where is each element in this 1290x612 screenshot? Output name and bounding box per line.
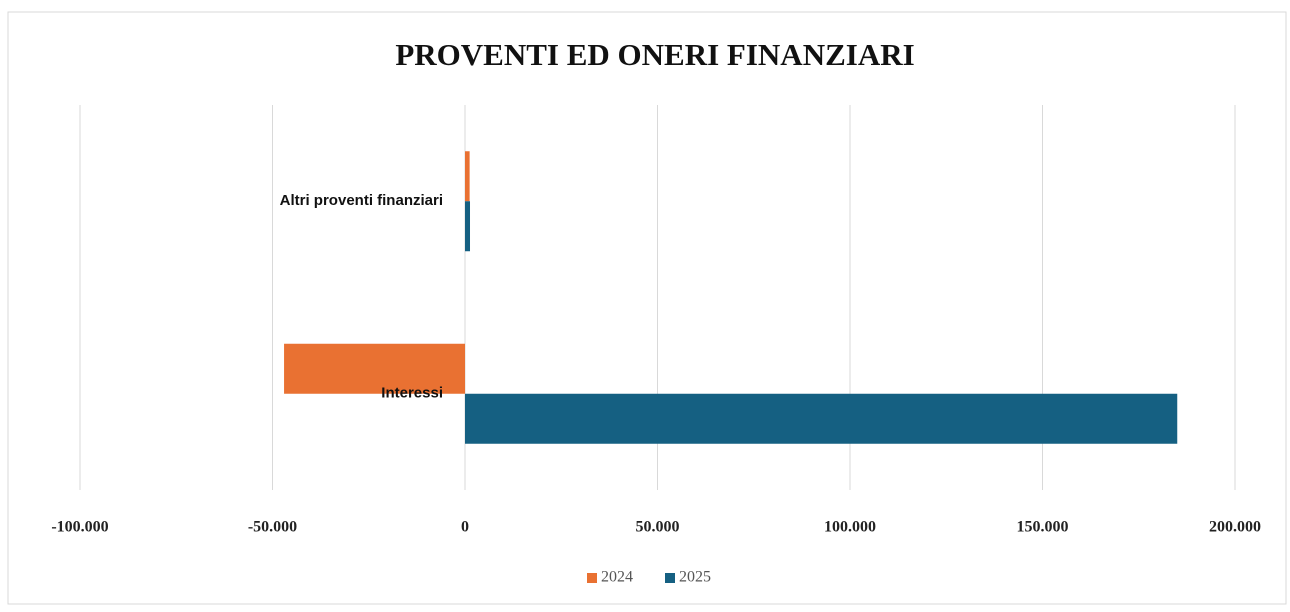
y-tick-label: Altri proventi finanziari [280,192,443,209]
bar [465,151,470,202]
bar [465,393,1178,444]
x-tick-label: 50.000 [636,519,680,536]
y-tick-label: Interessi [381,385,443,402]
legend-label: 2025 [679,569,711,586]
x-tick-label: 0 [461,519,469,536]
x-tick-label: 100.000 [824,519,876,536]
x-tick-label: 200.000 [1209,519,1261,536]
x-tick-label: 150.000 [1017,519,1069,536]
bar [465,201,471,252]
legend-label: 2024 [601,569,633,586]
chart-title: PROVENTI ED ONERI FINANZIARI [395,37,914,72]
x-tick-label: -100.000 [51,519,108,536]
x-tick-label: -50.000 [248,519,297,536]
bar [284,343,465,394]
legend-swatch [665,573,675,583]
chart-frame [7,11,1287,605]
legend-swatch [587,573,597,583]
